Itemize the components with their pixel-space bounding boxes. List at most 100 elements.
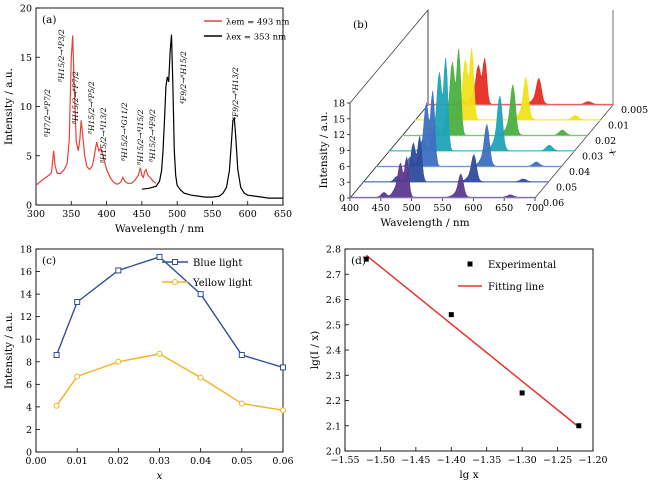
y-tick-label: 20: [20, 4, 32, 15]
x-tick-label: 400: [98, 209, 116, 220]
data-point: [115, 358, 122, 365]
x-tick-label: 450: [372, 203, 390, 214]
transition-annotation: ⁸H15/2→⁶P5/2: [87, 81, 96, 134]
y-tick-label: 2: [26, 425, 32, 436]
data-point: [363, 256, 369, 262]
x-tick-label: 300: [27, 209, 45, 220]
x-tick-label: −1.30: [508, 455, 537, 466]
depth-axis-label: x: [606, 147, 619, 157]
legend-entry: λem = 493 nm: [226, 18, 289, 28]
y-tick-label: 0: [339, 194, 345, 205]
panel-d-frame: [344, 248, 594, 452]
x-tick-label: 650: [495, 203, 513, 214]
panel-a-axes: 300 350 400 450 500 550 600 650 0 5 10 15 20 Waveleng…: [3, 4, 292, 236]
y-tick-label: 12: [20, 312, 32, 323]
y-tick-label: 18: [333, 99, 345, 110]
y-tick-label: 14: [20, 290, 32, 301]
depth-tick-label: 0.005: [621, 105, 648, 116]
data-point: [519, 390, 525, 396]
y-tick-label: 3: [339, 178, 345, 189]
legend-entry: Blue light: [193, 258, 242, 269]
data-point: [280, 407, 286, 414]
data-point: [197, 291, 204, 298]
series-line-yellow: [56, 353, 284, 411]
x-tick-label: 500: [168, 209, 186, 220]
y-axis-label: lg(I / x): [309, 331, 321, 370]
x-tick-label: 700: [526, 203, 544, 214]
x-tick-label: −1.40: [437, 455, 466, 466]
legend-entry: Experimental: [488, 260, 556, 271]
data-point: [74, 373, 81, 380]
depth-tick-label: 0.03: [582, 152, 603, 163]
x-axis-label: Wavelength / nm: [115, 223, 204, 235]
transition-annotation: ⁴F9/2→⁶H13/2: [231, 67, 240, 120]
data-point: [156, 253, 163, 260]
fitting-line: [365, 254, 580, 428]
y-tick-label: 10: [20, 335, 32, 346]
transition-annotation: ⁸H15/2→⁴P3/2: [57, 29, 66, 82]
series-line-excitation: [35, 35, 157, 186]
panel-label: (a): [42, 14, 56, 26]
transition-annotation: ⁸H15/2→⁴G11/2: [120, 102, 129, 161]
data-point: [156, 350, 163, 357]
y-tick-label: 0: [26, 448, 32, 459]
legend-entry: Yellow light: [192, 278, 252, 289]
y-tick-label: 2.8: [326, 245, 341, 256]
panel-d-axes: −1.55 −1.50 −1.45 −1.40 −1.35 −1.30 −1.25 −1.20…: [309, 245, 608, 482]
data-point: [280, 364, 286, 371]
x-tick-label: 400: [341, 203, 359, 214]
y-tick-label: 8: [26, 357, 32, 368]
y-tick-label: 2.4: [326, 346, 341, 357]
legend-marker: [172, 259, 178, 265]
legend: Experimental Fitting line: [458, 260, 556, 293]
y-tick-label: 15: [333, 114, 345, 125]
legend-marker: [172, 279, 178, 285]
spectrum-area-0.05: [362, 135, 549, 183]
panel-label: (c): [42, 255, 56, 267]
data-point: [448, 312, 454, 318]
y-axis-label: Intensity / a.u.: [3, 68, 15, 145]
y-tick-label: 6: [339, 162, 345, 173]
x-tick-label: 0.02: [108, 456, 129, 467]
legend-entry: Fitting line: [488, 282, 544, 293]
x-axis-label: Wavelength / nm: [380, 217, 469, 229]
y-tick-label: 5: [26, 151, 32, 162]
legend: λem = 493 nm λex = 353 nm: [204, 18, 289, 43]
x-tick-label: 600: [464, 203, 482, 214]
x-tick-label: 0.01: [67, 456, 88, 467]
depth-tick-label: 0.02: [595, 136, 616, 147]
x-tick-label: −1.20: [578, 455, 607, 466]
y-tick-label: 16: [20, 267, 32, 278]
x-tick-label: −1.50: [366, 455, 395, 466]
x-tick-label: 650: [274, 209, 292, 220]
depth-tick-label: 0.01: [608, 121, 629, 132]
transition-annotation: ⁸H15/2→⁴I15/2: [136, 109, 145, 165]
data-point: [238, 400, 245, 407]
y-tick-label: 2.5: [326, 320, 341, 331]
panel-label: (d): [351, 255, 366, 267]
data-point: [238, 352, 245, 359]
x-tick-label: −1.35: [472, 455, 501, 466]
spectrum-area-0.06: [349, 156, 536, 199]
panel-c-axes: 0.00 0.01 0.02 0.03 0.04 0.05 0.06 0 2 4 6 8 10 12 14 1…: [3, 245, 294, 483]
y-tick-label: 2.7: [326, 270, 341, 281]
y-tick-label: 10: [20, 102, 32, 113]
depth-tick-label: 0.06: [543, 198, 564, 209]
data-point: [53, 352, 60, 359]
y-tick-label: 2.3: [326, 371, 341, 382]
legend: Blue light Yellow light: [162, 258, 252, 289]
data-point: [576, 423, 582, 429]
x-axis-label: lg x: [459, 469, 478, 481]
legend-entry: λex = 353 nm: [226, 33, 286, 43]
transition-annotation: ⁸H7/2→⁶P7/2: [43, 89, 52, 137]
x-axis-label: x: [157, 470, 163, 482]
series-line-blue: [55, 256, 284, 369]
data-point: [74, 299, 81, 306]
legend-marker: [467, 261, 473, 267]
data-point: [53, 402, 60, 409]
y-tick-label: 4: [26, 402, 32, 413]
transition-annotation: ⁴F9/2→⁶H15/2: [179, 51, 188, 104]
y-tick-label: 2.2: [326, 396, 341, 407]
